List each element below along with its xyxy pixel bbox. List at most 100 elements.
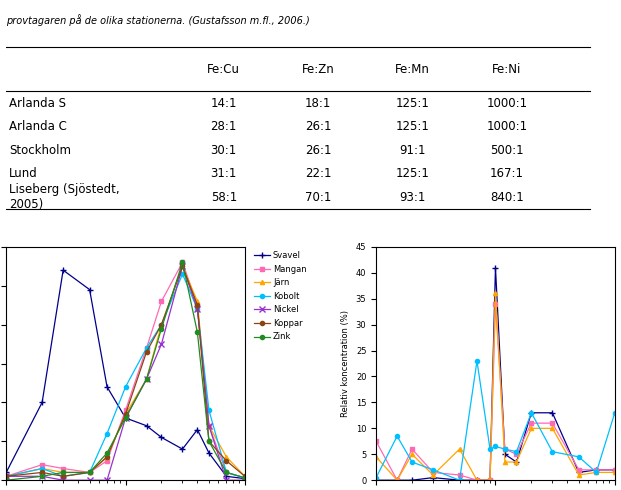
Svavel <box>2 469 10 475</box>
Text: Arlanda C: Arlanda C <box>9 120 67 133</box>
Koppar <box>2 473 10 479</box>
Kisel <box>575 467 582 473</box>
Svavel <box>158 435 165 441</box>
Zink <box>103 450 111 456</box>
Nickel <box>60 477 67 483</box>
Krom <box>528 410 535 416</box>
Koppar <box>60 473 67 479</box>
Text: 1000:1: 1000:1 <box>486 120 527 133</box>
Koppar <box>39 469 46 475</box>
Aluminium <box>394 477 401 483</box>
Kobolt <box>103 431 111 437</box>
Krom <box>492 443 499 449</box>
Mangan <box>143 345 150 351</box>
Text: Liseberg (Sjöstedt,
2005): Liseberg (Sjöstedt, 2005) <box>9 183 120 211</box>
Zink <box>194 329 201 335</box>
Koppar <box>103 454 111 460</box>
Text: 93:1: 93:1 <box>399 191 425 204</box>
Krom <box>611 410 619 416</box>
Kalium <box>456 446 463 452</box>
Zink <box>205 439 212 444</box>
Zink <box>86 469 93 475</box>
Nickel <box>205 423 212 429</box>
Aluminium <box>528 410 535 416</box>
Kisel <box>611 467 619 473</box>
Kisel <box>373 439 380 444</box>
Kalium <box>409 451 416 457</box>
Kisel <box>549 420 556 426</box>
Aluminium <box>501 451 509 457</box>
Krom <box>592 469 600 475</box>
Zink <box>223 469 230 475</box>
Text: 22:1: 22:1 <box>305 167 332 180</box>
Koppar <box>241 473 248 479</box>
Kalium <box>549 425 556 431</box>
Kobolt <box>60 473 67 479</box>
Aluminium <box>486 477 494 483</box>
Järn <box>223 454 230 460</box>
Kisel <box>513 451 520 457</box>
Text: 14:1: 14:1 <box>211 97 237 110</box>
Text: provtagaren på de olika stationerna. (Gustafsson m.fl., 2006.): provtagaren på de olika stationerna. (Gu… <box>6 14 310 26</box>
Kisel <box>486 477 494 483</box>
Kisel <box>456 472 463 478</box>
Text: 167:1: 167:1 <box>490 167 524 180</box>
Text: Fe:Zn: Fe:Zn <box>302 63 335 75</box>
Text: 91:1: 91:1 <box>399 144 425 157</box>
Aluminium <box>549 410 556 416</box>
Mangan <box>179 259 186 265</box>
Text: 31:1: 31:1 <box>211 167 237 180</box>
Kalium <box>429 472 437 478</box>
Krom <box>456 477 463 483</box>
Krom <box>429 467 437 473</box>
Aluminium <box>611 467 619 473</box>
Line: Zink: Zink <box>4 260 247 482</box>
Järn <box>86 469 93 475</box>
Kobolt <box>39 466 46 471</box>
Text: 70:1: 70:1 <box>305 191 331 204</box>
Kisel <box>501 446 509 452</box>
Text: 26:1: 26:1 <box>305 120 332 133</box>
Svavel <box>86 287 93 293</box>
Text: 26:1: 26:1 <box>305 144 332 157</box>
Krom <box>486 446 494 452</box>
Mangan <box>205 423 212 429</box>
Kalium <box>611 469 619 475</box>
Zink <box>158 325 165 331</box>
Kalium <box>592 469 600 475</box>
Zink <box>122 415 129 421</box>
Krom <box>549 449 556 455</box>
Aluminium <box>592 467 600 473</box>
Text: Fe:Cu: Fe:Cu <box>207 63 240 75</box>
Line: Aluminium: Aluminium <box>373 265 617 483</box>
Aluminium <box>492 265 499 270</box>
Text: Fe:Mn: Fe:Mn <box>395 63 430 75</box>
Text: 125:1: 125:1 <box>396 120 429 133</box>
Krom <box>575 454 582 460</box>
Järn <box>143 376 150 382</box>
Svavel <box>143 423 150 429</box>
Aluminium <box>575 469 582 475</box>
Kalium <box>486 477 494 483</box>
Järn <box>194 298 201 304</box>
Zink <box>241 475 248 481</box>
Line: Järn: Järn <box>4 264 247 478</box>
Kisel <box>528 420 535 426</box>
Mangan <box>158 298 165 304</box>
Text: 500:1: 500:1 <box>490 144 524 157</box>
Koppar <box>143 349 150 355</box>
Line: Mangan: Mangan <box>4 260 247 480</box>
Kobolt <box>179 271 186 277</box>
Svavel <box>223 473 230 479</box>
Koppar <box>179 263 186 269</box>
Krom <box>373 475 380 481</box>
Svavel <box>122 415 129 421</box>
Line: Koppar: Koppar <box>4 264 247 478</box>
Kalium <box>575 472 582 478</box>
Mangan <box>241 475 248 481</box>
Kobolt <box>194 306 201 312</box>
Kisel <box>394 477 401 483</box>
Koppar <box>158 321 165 327</box>
Text: Arlanda S: Arlanda S <box>9 97 66 110</box>
Kisel <box>492 301 499 307</box>
